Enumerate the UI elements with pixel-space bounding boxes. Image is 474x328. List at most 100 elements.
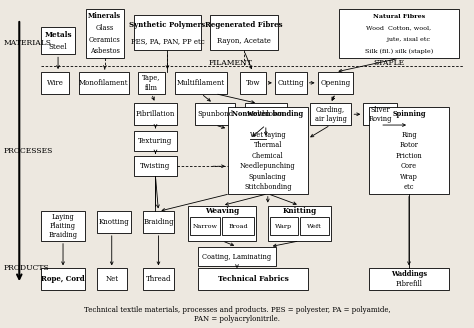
Text: FILAMENT: FILAMENT bbox=[208, 59, 252, 67]
Bar bbox=[143, 268, 174, 290]
Bar bbox=[41, 72, 69, 93]
Text: Broad: Broad bbox=[228, 224, 248, 229]
Bar bbox=[210, 15, 278, 51]
Text: Technical Fabrics: Technical Fabrics bbox=[218, 275, 288, 283]
Text: Texturing: Texturing bbox=[138, 137, 173, 145]
Text: Waddings: Waddings bbox=[391, 271, 427, 278]
Bar bbox=[41, 27, 75, 54]
Text: Roving: Roving bbox=[368, 115, 392, 123]
Text: Synthetic Polymers: Synthetic Polymers bbox=[129, 21, 205, 29]
Text: Glass: Glass bbox=[96, 24, 114, 32]
Text: Steel: Steel bbox=[49, 43, 67, 51]
Text: Ring: Ring bbox=[401, 131, 417, 139]
Text: Wet laying: Wet laying bbox=[250, 131, 286, 139]
Text: Knitting: Knitting bbox=[283, 207, 317, 215]
Text: Tow: Tow bbox=[246, 79, 260, 87]
Text: Multifilament: Multifilament bbox=[177, 79, 225, 87]
Bar bbox=[137, 72, 165, 93]
Bar bbox=[97, 212, 131, 233]
Text: PES, PA, PAN, PP etc: PES, PA, PAN, PP etc bbox=[130, 37, 204, 45]
Bar bbox=[41, 212, 85, 241]
Bar bbox=[275, 72, 307, 93]
Text: Twisting: Twisting bbox=[140, 162, 171, 170]
Text: Fibrefill: Fibrefill bbox=[395, 280, 422, 288]
Text: Thermal: Thermal bbox=[254, 141, 282, 149]
Text: STAPLE: STAPLE bbox=[374, 59, 405, 67]
Bar bbox=[198, 247, 276, 266]
Text: Natural Fibres: Natural Fibres bbox=[373, 14, 425, 19]
Text: Rayon, Acetate: Rayon, Acetate bbox=[217, 37, 271, 45]
Bar bbox=[245, 103, 287, 125]
Text: Needlepunching: Needlepunching bbox=[240, 162, 296, 170]
Text: Fibrillation: Fibrillation bbox=[136, 110, 175, 118]
Bar bbox=[41, 268, 85, 290]
Text: Wire: Wire bbox=[46, 79, 64, 87]
Text: Coating, Laminating: Coating, Laminating bbox=[202, 253, 272, 260]
Text: Metals: Metals bbox=[44, 31, 72, 38]
Text: Rotor: Rotor bbox=[400, 141, 419, 149]
Text: Technical textile materials, processes and products. PES = polyester, PA = polya: Technical textile materials, processes a… bbox=[83, 306, 391, 323]
Bar bbox=[134, 15, 201, 51]
Text: Thread: Thread bbox=[146, 275, 171, 283]
Bar bbox=[339, 9, 459, 58]
Text: Sliver: Sliver bbox=[370, 106, 390, 113]
Bar bbox=[143, 212, 174, 233]
Bar bbox=[228, 107, 308, 194]
Text: Minerals: Minerals bbox=[88, 12, 121, 20]
Text: film: film bbox=[145, 84, 158, 92]
Text: Asbestos: Asbestos bbox=[90, 47, 120, 55]
Bar bbox=[198, 268, 308, 290]
Bar bbox=[134, 103, 177, 125]
Bar bbox=[270, 217, 298, 235]
Bar bbox=[134, 156, 177, 176]
Bar bbox=[240, 72, 266, 93]
Text: Monofilament: Monofilament bbox=[79, 79, 128, 87]
Text: Opening: Opening bbox=[320, 79, 350, 87]
Text: MATERIALS: MATERIALS bbox=[3, 39, 51, 47]
Text: Spunbond: Spunbond bbox=[197, 110, 233, 118]
Text: Regenerated Fibres: Regenerated Fibres bbox=[205, 21, 283, 29]
Text: Net: Net bbox=[105, 275, 118, 283]
Text: PRODUCTS: PRODUCTS bbox=[3, 264, 49, 272]
Text: Nonwoven bonding: Nonwoven bonding bbox=[232, 110, 303, 118]
Text: PROCESSES: PROCESSES bbox=[3, 147, 53, 154]
Text: Knotting: Knotting bbox=[98, 218, 129, 226]
Text: Plaiting: Plaiting bbox=[50, 222, 76, 230]
Bar bbox=[310, 103, 351, 125]
Bar bbox=[134, 131, 177, 151]
Text: Wrap: Wrap bbox=[400, 173, 418, 181]
Text: Braiding: Braiding bbox=[48, 231, 78, 239]
Text: Cutting: Cutting bbox=[277, 79, 304, 87]
Bar bbox=[369, 268, 449, 290]
Bar bbox=[190, 217, 220, 235]
Bar bbox=[86, 9, 124, 58]
Text: Core: Core bbox=[401, 162, 417, 170]
Bar bbox=[195, 103, 235, 125]
Text: Weaving: Weaving bbox=[205, 207, 239, 215]
Text: Stitchbonding: Stitchbonding bbox=[244, 183, 292, 191]
Text: Warp: Warp bbox=[275, 224, 292, 229]
Bar bbox=[363, 103, 397, 125]
Text: Spunlacing: Spunlacing bbox=[249, 173, 287, 181]
Text: Braiding: Braiding bbox=[143, 218, 174, 226]
Bar bbox=[97, 268, 127, 290]
Bar bbox=[369, 107, 449, 194]
Bar bbox=[318, 72, 353, 93]
Text: etc: etc bbox=[404, 183, 414, 191]
Text: Wood  Cotton, wool,: Wood Cotton, wool, bbox=[366, 26, 432, 31]
Bar bbox=[79, 72, 128, 93]
Bar bbox=[222, 217, 254, 235]
Text: jute, sisal etc: jute, sisal etc bbox=[369, 37, 429, 42]
Bar bbox=[268, 206, 331, 241]
Text: air laying: air laying bbox=[315, 115, 346, 123]
Text: Spinning: Spinning bbox=[392, 110, 426, 118]
Text: Meltblown: Meltblown bbox=[247, 110, 284, 118]
Bar bbox=[300, 217, 329, 235]
Text: Friction: Friction bbox=[396, 152, 422, 160]
Text: Silk (fil.) silk (staple): Silk (fil.) silk (staple) bbox=[365, 49, 433, 54]
Text: Chemical: Chemical bbox=[252, 152, 283, 160]
Bar bbox=[175, 72, 227, 93]
Text: Ceramics: Ceramics bbox=[89, 35, 121, 44]
Bar bbox=[188, 206, 256, 241]
Text: Narrow: Narrow bbox=[193, 224, 218, 229]
